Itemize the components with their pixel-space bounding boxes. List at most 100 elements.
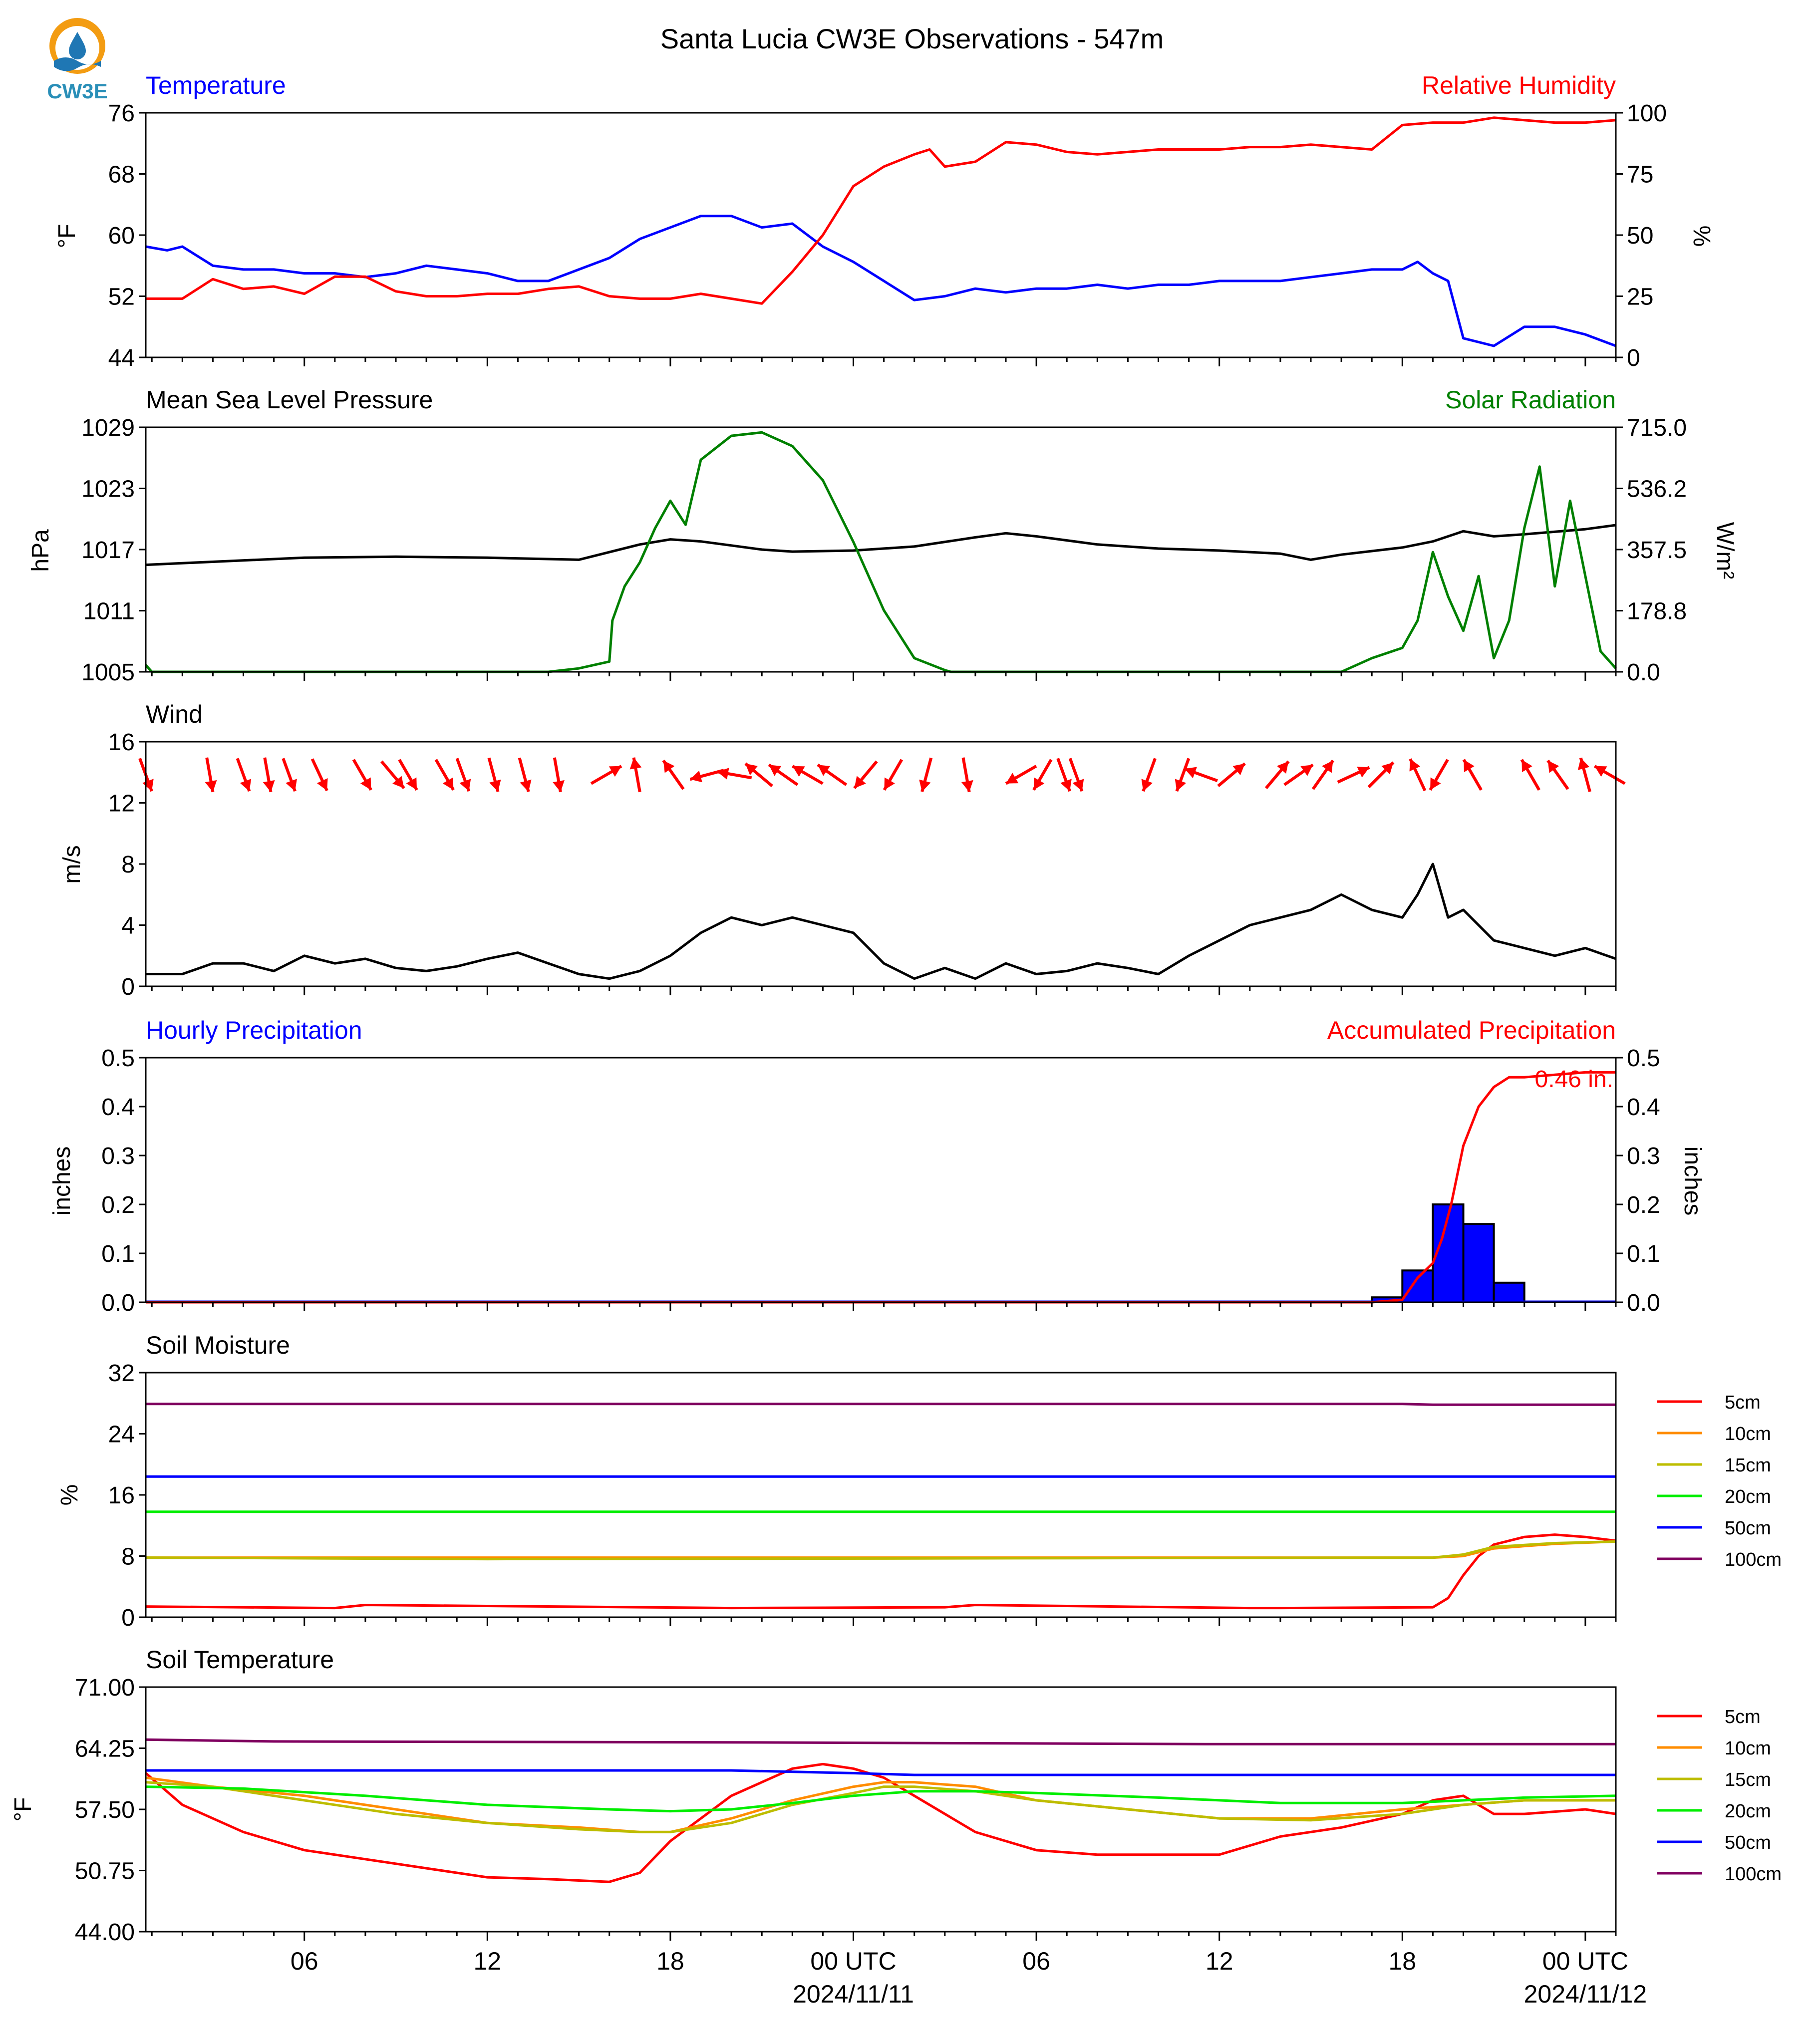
wind-arrow-head	[1594, 766, 1607, 777]
legend-label: 5cm	[1725, 1392, 1761, 1413]
precip-bar	[1462, 1223, 1495, 1303]
legend-label: 15cm	[1725, 1455, 1771, 1476]
x-tick-label: 18	[656, 1947, 684, 1975]
panel-4-left-ticks: 0.5 0.4 0.3 0.2 0.1 0.0	[101, 1045, 146, 1316]
panel-2-ylabel-left: hPa	[27, 529, 54, 572]
panel-wind: Wind 16 12 8 4 0 m/s	[59, 700, 1626, 1000]
wind-arrow-head	[520, 779, 532, 792]
series-line-0	[146, 863, 1616, 980]
panel-6-legend: 5cm 10cm 15cm 20cm 50cm 100cm	[1657, 1707, 1782, 1885]
wind-arrow-head	[553, 780, 565, 792]
y-tick-label-left: 8	[121, 1544, 135, 1570]
panel-5-ylabel-left: %	[56, 1484, 83, 1506]
wind-arrow-head	[1060, 779, 1072, 792]
panel-3-ylabel-left: m/s	[59, 845, 85, 883]
y-tick-label-right: 75	[1627, 162, 1653, 188]
y-tick-label-left: 1029	[81, 415, 135, 441]
y-tick-label-left: 0.4	[101, 1094, 135, 1121]
logo-drop-icon	[69, 32, 86, 59]
y-tick-label-left: 0.0	[101, 1290, 135, 1316]
time-axis-labels: 06 12 18 00 UTC 06 12 18 00 UTC 2024/11/11 2024/1…	[291, 1947, 1647, 2008]
panel-1-title-left: Temperature	[146, 71, 286, 99]
panel-1-title-right: Relative Humidity	[1422, 71, 1616, 99]
wind-arrow-head	[818, 765, 830, 776]
panel-1-x-ticks	[151, 357, 1617, 366]
wind-arrow-head	[316, 778, 328, 791]
y-tick-label-right: 0.0	[1627, 1290, 1660, 1316]
y-tick-label-left: 60	[108, 223, 135, 249]
panel-1-frame	[145, 112, 1617, 358]
series-line-5	[146, 1403, 1616, 1406]
wind-arrow-head	[884, 777, 895, 790]
y-tick-label-right: 0.4	[1627, 1094, 1660, 1121]
panel-5-x-ticks	[151, 1617, 1617, 1626]
panel-2-right-ticks: 715.0 536.2 357.5 178.8 0.0	[1616, 415, 1687, 686]
wind-arrow-head	[1464, 759, 1475, 772]
wind-arrow-head	[1357, 766, 1370, 778]
panel-1-plot-area	[145, 116, 1616, 347]
precip-bar	[1432, 1203, 1465, 1303]
panel-5-title-left: Soil Moisture	[146, 1331, 290, 1359]
panel-3-frame	[145, 741, 1617, 987]
y-tick-label-left: 44	[108, 345, 135, 371]
panel-4-frame	[145, 1057, 1617, 1303]
wind-arrow-head	[1141, 779, 1153, 792]
x-tick-label: 18	[1388, 1947, 1416, 1975]
wind-arrow-head	[489, 779, 501, 792]
precip-total-label: 0.46 in.	[1535, 1066, 1613, 1093]
wind-arrow-head	[1430, 777, 1441, 790]
y-tick-label-left: 0.3	[101, 1143, 135, 1169]
series-line-0	[145, 215, 1616, 347]
y-tick-label-left: 1017	[81, 537, 135, 564]
y-tick-label-right: 100	[1627, 100, 1667, 127]
panel-temperature-humidity: Temperature Relative Humidity 76 68 60 52 44…	[54, 71, 1715, 371]
precip-bar	[1493, 1281, 1525, 1304]
cw3e-logo: CW3E	[47, 18, 108, 103]
wind-arrow-head	[717, 768, 729, 780]
x-tick-label: 00 UTC	[810, 1947, 896, 1975]
y-tick-label-left: 57.50	[75, 1797, 135, 1823]
panel-6-ylabel-left: °F	[10, 1797, 36, 1822]
y-tick-label-left: 16	[108, 1482, 135, 1509]
panel-2-frame	[145, 426, 1617, 673]
y-tick-label-right: 0.5	[1627, 1045, 1660, 1072]
wind-arrow-head	[1185, 767, 1197, 779]
wind-arrow-head	[205, 780, 217, 792]
wind-arrow-head	[1006, 773, 1019, 784]
panel-3-title-left: Wind	[146, 700, 203, 728]
y-tick-label-left: 0	[121, 1605, 135, 1631]
wind-arrow-head	[629, 757, 642, 770]
y-tick-label-left: 76	[108, 100, 135, 127]
y-tick-label-left: 0.1	[101, 1241, 135, 1267]
panel-5-legend: 5cm 10cm 15cm 20cm 50cm 100cm	[1657, 1392, 1782, 1570]
series-line-1	[145, 1776, 1616, 1833]
x-tick-label: 06	[1022, 1947, 1050, 1975]
wind-arrow-head	[663, 760, 675, 773]
date-label: 2024/11/11	[793, 1980, 914, 2008]
y-tick-label-left: 68	[108, 162, 135, 188]
wind-arrow-head	[263, 780, 275, 792]
y-tick-label-left: 44.00	[75, 1919, 135, 1946]
y-tick-label-left: 0.2	[101, 1192, 135, 1218]
series-line-0	[145, 1533, 1616, 1610]
panel-pressure-solar: Mean Sea Level Pressure Solar Radiation …	[27, 386, 1738, 686]
panel-4-right-ticks: 0.5 0.4 0.3 0.2 0.1 0.0	[1616, 1045, 1660, 1316]
panel-3-plot-area	[138, 757, 1626, 980]
series-line-1	[146, 116, 1616, 305]
y-tick-label-right: 357.5	[1627, 537, 1687, 564]
panel-2-title-left: Mean Sea Level Pressure	[146, 386, 433, 414]
y-tick-label-left: 1011	[83, 598, 135, 625]
y-tick-label-left: 50.75	[75, 1858, 135, 1885]
panel-4-ylabel-right: inches	[1679, 1147, 1706, 1216]
wind-arrow-head	[1547, 760, 1559, 773]
legend-label: 100cm	[1725, 1864, 1782, 1885]
y-tick-label-left: 0.5	[101, 1045, 135, 1072]
wind-arrow-head	[854, 776, 866, 789]
wind-arrow-head	[442, 777, 454, 790]
wind-arrow-head	[1300, 765, 1313, 776]
panel-6-x-ticks	[151, 1932, 1617, 1941]
panel-2-plot-area	[145, 431, 1617, 673]
x-tick-label: 12	[474, 1947, 502, 1975]
panel-4-x-ticks	[151, 1302, 1617, 1311]
